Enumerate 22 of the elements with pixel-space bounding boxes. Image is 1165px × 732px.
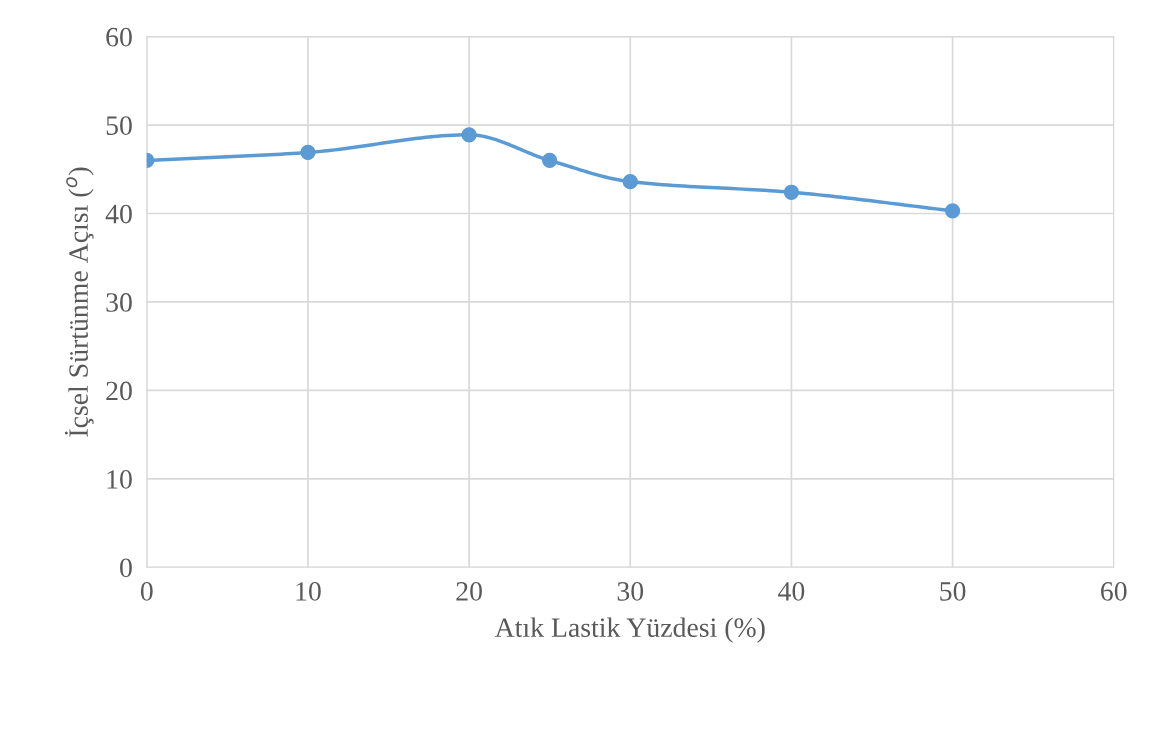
x-tick-label: 60 <box>1101 581 1127 601</box>
x-tick-label: 40 <box>778 581 805 601</box>
y-tick-label: 40 <box>105 204 132 224</box>
x-tick-label: 50 <box>940 581 966 601</box>
point <box>300 144 316 161</box>
x-tick-label: 20 <box>456 581 482 601</box>
x-tick-label: 10 <box>296 581 321 601</box>
y-axis-title: İçsel Sürtünme Açısı ($^{o}$) <box>64 167 94 437</box>
x-axis-title: Atık Lastik Yüzdesi (%) <box>494 617 765 643</box>
y-tick-label: 0 <box>120 558 132 578</box>
y-tick-label: 50 <box>106 116 132 135</box>
point <box>542 152 558 169</box>
x-tick-label: 0 <box>140 581 153 601</box>
y-tick-label: 60 <box>106 27 132 47</box>
point <box>461 127 477 143</box>
point <box>622 174 638 190</box>
point <box>944 203 961 219</box>
y-tick-label: 20 <box>106 381 132 401</box>
point <box>783 184 800 200</box>
y-tick-label: 10 <box>107 470 132 489</box>
x-tick-label: 30 <box>617 581 644 601</box>
y-tick-label: 30 <box>106 293 132 312</box>
